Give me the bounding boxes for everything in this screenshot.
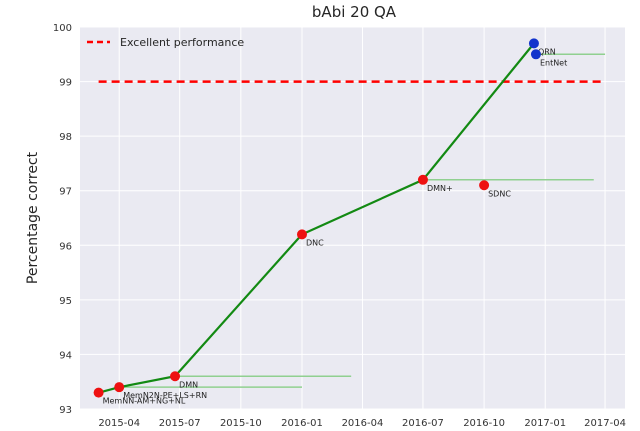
- y-tick-label: 100: [53, 23, 72, 34]
- point-dnc: [296, 229, 307, 240]
- plot-area: [80, 27, 625, 409]
- grid: [80, 26, 625, 410]
- point-memn2n-pe-ls-rn: [114, 382, 125, 393]
- x-tick-label: 2016-10: [463, 418, 505, 429]
- x-tick-label: 2016-01: [281, 418, 323, 429]
- legend: Excellent performance: [87, 36, 244, 49]
- point-label: MemN2N-PE+LS+RN: [123, 391, 207, 400]
- point-label: QRN: [538, 47, 556, 56]
- range-lines: [119, 53, 606, 388]
- y-tick-label: 94: [59, 350, 72, 361]
- x-tick-label: 2016-07: [402, 418, 444, 429]
- y-tick-label: 96: [59, 241, 72, 252]
- axis-tick-labels: 93 94 95 96 97 98 99 100 2015-04 2015-07 2015-10 20…: [53, 23, 626, 429]
- point-dmn-: [417, 174, 428, 185]
- x-tick-label: 2015-07: [159, 418, 201, 429]
- x-tick-label: 2017-04: [584, 418, 626, 429]
- legend-label: Excellent performance: [120, 36, 244, 49]
- x-tick-label: 2015-10: [220, 418, 262, 429]
- point-dmn: [170, 371, 181, 382]
- y-tick-label: 95: [59, 296, 72, 307]
- point-entnet: [530, 49, 541, 60]
- point-label: EntNet: [540, 58, 567, 67]
- y-tick-label: 93: [59, 405, 72, 416]
- y-tick-label: 98: [59, 132, 72, 143]
- point-label: DMN: [179, 380, 198, 389]
- y-axis-label: Percentage correct: [25, 151, 41, 284]
- point-sdnc: [479, 180, 490, 191]
- point-label: DMN+: [427, 184, 453, 193]
- point-label: DNC: [306, 238, 324, 247]
- point-label: MemNN-AM+NG+NL: [103, 397, 186, 406]
- point-memnn-am-ng-nl: [93, 387, 104, 398]
- point-label: SDNC: [488, 189, 511, 198]
- x-tick-label: 2015-04: [98, 418, 140, 429]
- x-tick-label: 2016-04: [342, 418, 384, 429]
- chart-title: bAbi 20 QA: [312, 3, 397, 21]
- y-tick-label: 97: [59, 187, 72, 198]
- y-tick-label: 99: [59, 78, 72, 89]
- x-tick-label: 2017-01: [524, 418, 566, 429]
- point-qrn: [528, 38, 539, 49]
